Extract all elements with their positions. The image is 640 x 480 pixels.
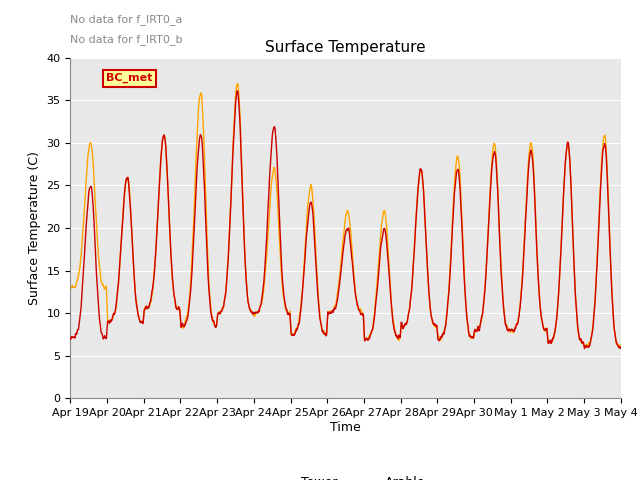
Y-axis label: Surface Temperature (C): Surface Temperature (C) xyxy=(28,151,41,305)
Text: No data for f_IRT0_b: No data for f_IRT0_b xyxy=(70,34,183,45)
Title: Surface Temperature: Surface Temperature xyxy=(266,40,426,55)
Text: No data for f_IRT0_a: No data for f_IRT0_a xyxy=(70,14,183,25)
X-axis label: Time: Time xyxy=(330,421,361,434)
Legend: Tower, Arable: Tower, Arable xyxy=(261,471,430,480)
Text: BC_met: BC_met xyxy=(106,73,152,83)
